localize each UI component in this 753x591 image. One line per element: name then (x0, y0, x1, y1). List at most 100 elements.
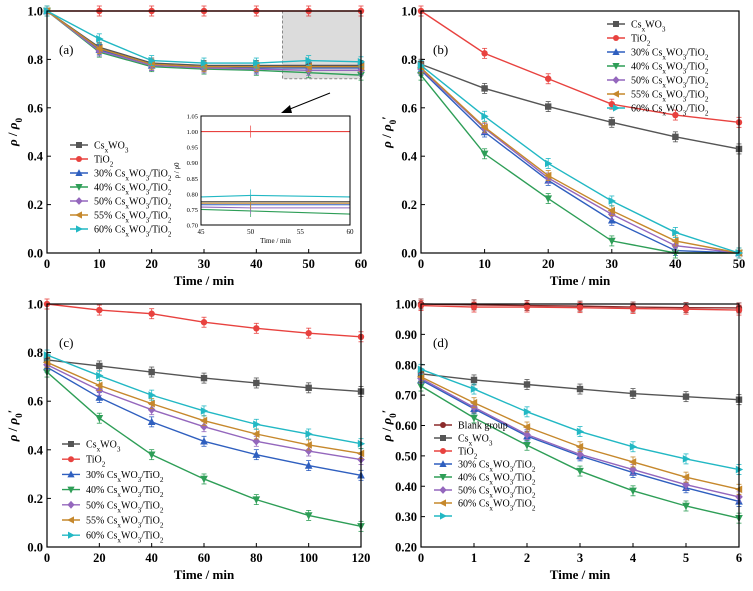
legend-label: 30% CsxWO3/TiO2 (458, 460, 536, 474)
y-tick-label: 0.90 (395, 328, 417, 342)
label-part: / (686, 90, 689, 101)
marker-circle (440, 422, 446, 428)
marker-diamond (67, 500, 75, 509)
marker-square (200, 374, 208, 382)
inset-x-tick-label: 60 (347, 228, 355, 236)
marker-circle (470, 303, 478, 311)
inset-arrow (284, 92, 331, 112)
label-part: WO (121, 531, 138, 542)
marker-square (576, 385, 584, 393)
marker-triangle-left (575, 442, 584, 451)
label-part: WO (666, 76, 683, 87)
inset-y-tick-label: 0.70 (187, 223, 198, 230)
marker-diamond (304, 446, 313, 456)
y-tick-label: 0.8 (27, 53, 43, 67)
x-tick-label: 0 (418, 257, 424, 271)
subscript: 3 (146, 175, 150, 183)
y-label-prime: ′ (379, 410, 394, 414)
subscript: 2 (168, 189, 172, 197)
marker-square (629, 390, 637, 397)
label-part: WO (666, 104, 683, 115)
marker-triangle-right (305, 430, 313, 438)
legend-label: 50% CsxWO3/TiO2 (94, 197, 172, 211)
marker-triangle-right (613, 104, 620, 112)
legend-label: CsxWO3 (458, 434, 493, 448)
marker-triangle-right (200, 407, 209, 415)
y-tick-label: 0.4 (27, 150, 43, 164)
x-tick-label: 10 (478, 257, 491, 271)
label-part: / (141, 485, 144, 496)
marker-triangle-right (545, 159, 553, 168)
label-part: TiO (516, 460, 532, 471)
label-part: 40% (94, 183, 115, 194)
y-tick-label: 0.4 (27, 443, 43, 457)
subscript: 2 (705, 68, 709, 76)
label-part: / (513, 499, 516, 510)
y-label-sub: 0 (14, 413, 24, 418)
y-tick-label: 0.0 (27, 247, 43, 261)
x-tick-label: 0 (418, 551, 424, 565)
subscript: 2 (532, 505, 536, 513)
marker-square (148, 368, 155, 376)
label-part: WO (493, 499, 510, 510)
subscript: 3 (117, 446, 121, 454)
legend-label: TiO2 (631, 34, 651, 48)
subscript: 2 (160, 522, 164, 530)
marker-triangle-right (470, 385, 479, 393)
series-line (420, 68, 740, 254)
panel-label: (a) (59, 42, 73, 57)
subscript: 2 (168, 175, 172, 183)
label-part: Cs (652, 62, 663, 73)
label-part: 55% (94, 211, 115, 222)
marker-triangle-right (253, 420, 261, 429)
legend-label: 30% CsxWO3/TiO2 (631, 48, 709, 62)
marker-triangle-left (95, 381, 103, 390)
legend-label: 40% CsxWO3/TiO2 (94, 183, 172, 197)
subscript: 3 (683, 68, 687, 76)
y-tick-label: 0.6 (27, 101, 43, 115)
label-part: WO (121, 500, 138, 511)
label-part: 40% (631, 62, 652, 73)
marker-triangle-down (480, 150, 489, 158)
marker-square (470, 376, 478, 384)
marker-triangle-right (200, 59, 209, 67)
label-part: Cs (479, 473, 490, 484)
label-part: Cs (479, 460, 490, 471)
label-part: 50% (94, 197, 115, 208)
inset-frame (200, 115, 351, 226)
label-part: WO (129, 183, 146, 194)
label-part: / (513, 473, 516, 484)
y-tick-label: 0.70 (395, 389, 417, 403)
y-tick-label: 0.80 (395, 358, 417, 372)
inset-y-tick-label: 0.95 (187, 145, 198, 152)
legend-label: TiO2 (458, 447, 478, 461)
y-tick-label: 0.6 (27, 395, 43, 409)
label-part: TiO (152, 169, 168, 180)
y-tick-label: 0.40 (395, 480, 417, 494)
label-part: WO (645, 20, 662, 31)
marker-triangle-left (75, 211, 82, 219)
label-part: / (141, 500, 144, 511)
marker-triangle-down (607, 237, 616, 246)
label-part: 55% (631, 90, 652, 101)
label-part: 40% (86, 485, 107, 496)
marker-triangle-down (147, 451, 156, 459)
marker-triangle (200, 437, 208, 445)
subscript: x (489, 479, 493, 487)
label-part: 55% (86, 516, 107, 527)
subscript: x (662, 68, 666, 76)
marker-triangle-right (148, 56, 156, 65)
marker-triangle-down (67, 486, 75, 494)
inset-arrowhead (281, 105, 292, 113)
marker-triangle-left (439, 499, 446, 507)
subscript: 2 (102, 461, 106, 469)
y-tick-label: 0.0 (401, 247, 417, 261)
series-line (420, 10, 740, 124)
legend-label: CsxWO3 (631, 20, 666, 34)
marker-circle (76, 156, 82, 162)
marker-triangle (75, 169, 83, 176)
marker-diamond (682, 480, 690, 489)
y-label-rho: ρ (379, 434, 394, 442)
label-part: / (141, 516, 144, 527)
label-part: WO (666, 62, 683, 73)
